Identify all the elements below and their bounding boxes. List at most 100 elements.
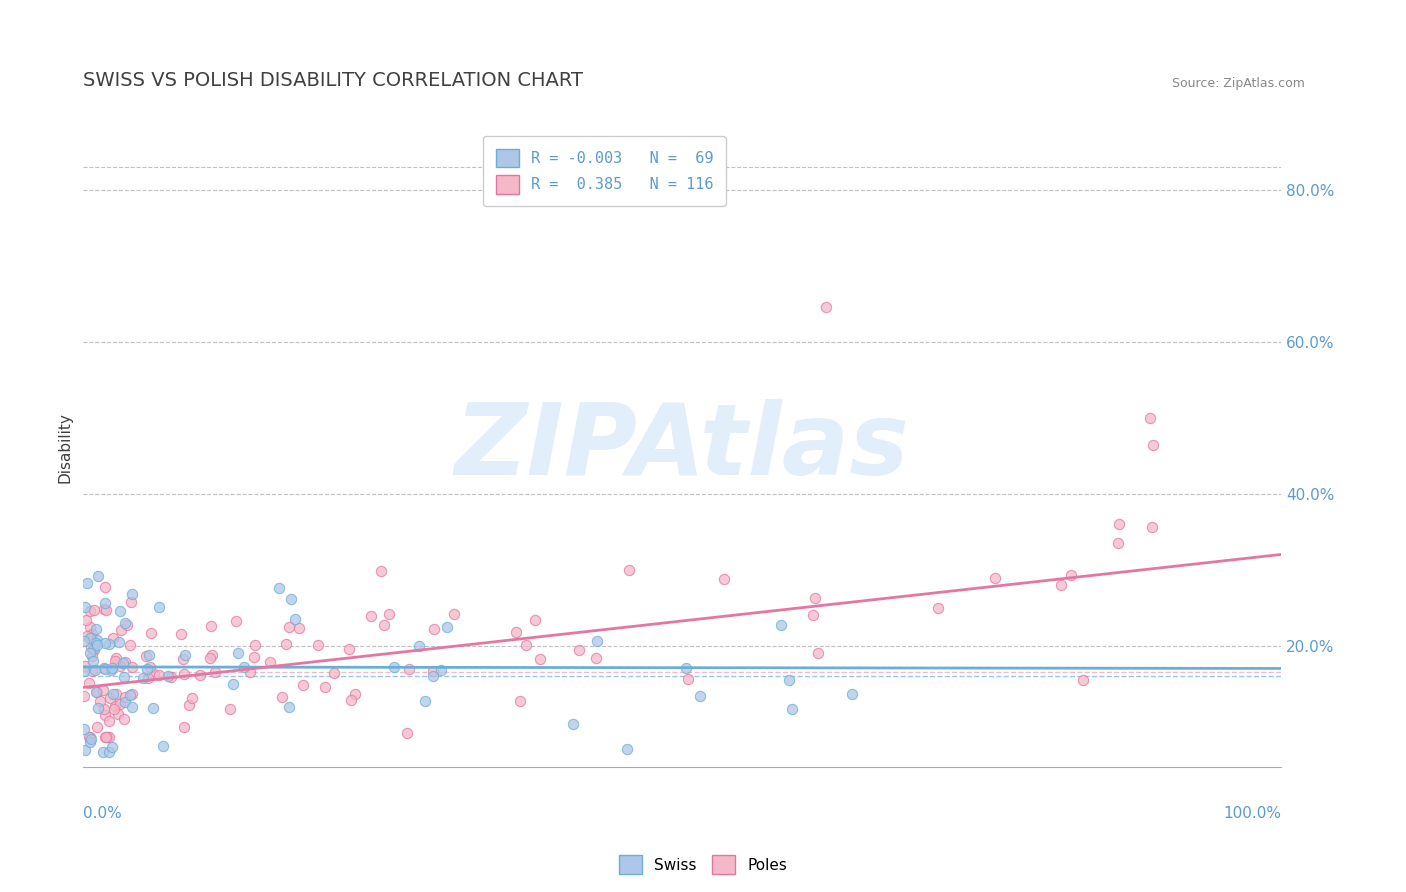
- Point: [82, 626, 104, 640]
- Point: [190, 667, 212, 681]
- Point: [515, 638, 537, 652]
- Y-axis label: Disability: Disability: [58, 413, 72, 483]
- Text: Source: ZipAtlas.com: Source: ZipAtlas.com: [1173, 78, 1305, 90]
- Point: [172, 651, 194, 665]
- Point: [93, 601, 115, 615]
- Point: [277, 619, 299, 633]
- Point: [232, 660, 254, 674]
- Point: [170, 626, 193, 640]
- Point: [87, 701, 110, 715]
- Point: [173, 667, 195, 681]
- Point: [103, 702, 125, 716]
- Point: [243, 649, 266, 664]
- Point: [398, 662, 420, 676]
- Point: [114, 656, 136, 670]
- Point: [585, 650, 607, 665]
- Point: [408, 639, 430, 653]
- Point: [112, 669, 135, 683]
- Point: [259, 655, 281, 669]
- Point: [91, 683, 114, 698]
- Point: [93, 661, 115, 675]
- Point: [142, 701, 165, 715]
- Point: [79, 735, 101, 749]
- Point: [104, 654, 127, 668]
- Point: [713, 572, 735, 586]
- Point: [277, 699, 299, 714]
- Point: [93, 596, 115, 610]
- Point: [121, 587, 143, 601]
- Point: [114, 616, 136, 631]
- Point: [274, 637, 297, 651]
- Point: [339, 693, 361, 707]
- Point: [93, 636, 115, 650]
- Point: [323, 665, 346, 680]
- Point: [82, 641, 104, 656]
- Point: [337, 642, 360, 657]
- Point: [675, 661, 697, 675]
- Point: [79, 604, 101, 618]
- Point: [280, 592, 302, 607]
- Point: [121, 687, 143, 701]
- Point: [73, 600, 96, 615]
- Point: [413, 694, 436, 708]
- Point: [343, 687, 366, 701]
- Point: [86, 636, 108, 650]
- Point: [1108, 517, 1130, 532]
- Point: [112, 712, 135, 726]
- Point: [96, 603, 118, 617]
- Point: [222, 677, 245, 691]
- Text: 100.0%: 100.0%: [1223, 805, 1281, 821]
- Legend: Swiss, Poles: Swiss, Poles: [613, 849, 793, 880]
- Point: [121, 660, 143, 674]
- Point: [803, 607, 825, 622]
- Point: [108, 697, 131, 711]
- Point: [93, 702, 115, 716]
- Point: [98, 745, 121, 759]
- Point: [422, 665, 444, 679]
- Point: [91, 745, 114, 759]
- Point: [83, 603, 105, 617]
- Point: [120, 638, 142, 652]
- Point: [73, 634, 96, 648]
- Point: [378, 607, 401, 622]
- Point: [101, 661, 124, 675]
- Point: [307, 638, 329, 652]
- Point: [73, 664, 96, 678]
- Point: [616, 742, 638, 756]
- Point: [841, 687, 863, 701]
- Point: [586, 633, 609, 648]
- Point: [101, 687, 124, 701]
- Legend: R = -0.003   N =  69, R =  0.385   N = 116: R = -0.003 N = 69, R = 0.385 N = 116: [484, 136, 725, 206]
- Point: [619, 563, 641, 577]
- Point: [314, 681, 336, 695]
- Point: [76, 575, 98, 590]
- Point: [1049, 578, 1071, 592]
- Point: [98, 730, 121, 744]
- Point: [562, 717, 585, 731]
- Point: [80, 731, 103, 746]
- Point: [136, 662, 159, 676]
- Point: [778, 673, 800, 688]
- Point: [395, 726, 418, 740]
- Point: [73, 722, 96, 736]
- Point: [94, 580, 117, 594]
- Point: [422, 669, 444, 683]
- Point: [141, 626, 163, 640]
- Point: [132, 671, 155, 685]
- Point: [84, 663, 107, 677]
- Point: [148, 599, 170, 614]
- Point: [94, 662, 117, 676]
- Point: [82, 648, 104, 663]
- Point: [120, 595, 142, 609]
- Point: [152, 739, 174, 753]
- Point: [75, 658, 97, 673]
- Text: ZIPAtlas: ZIPAtlas: [456, 400, 910, 497]
- Point: [226, 646, 249, 660]
- Point: [201, 648, 224, 662]
- Point: [86, 720, 108, 734]
- Point: [1142, 519, 1164, 533]
- Point: [373, 617, 395, 632]
- Point: [157, 669, 180, 683]
- Point: [114, 696, 136, 710]
- Point: [225, 614, 247, 628]
